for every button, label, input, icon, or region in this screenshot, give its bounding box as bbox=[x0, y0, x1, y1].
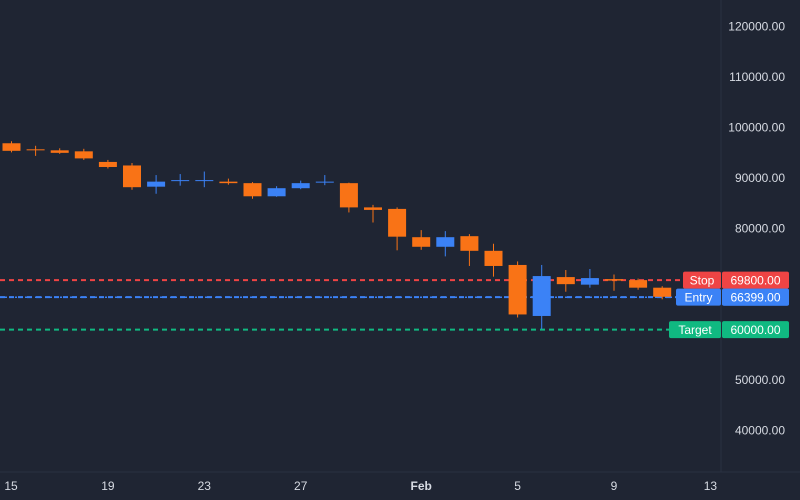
stop-tag-bg bbox=[683, 271, 721, 289]
candle-body[interactable] bbox=[147, 181, 166, 187]
y-tick-label: 80000.00 bbox=[735, 222, 785, 236]
candle-body[interactable] bbox=[653, 287, 672, 297]
x-tick-label: 9 bbox=[611, 479, 618, 493]
candle-body[interactable] bbox=[364, 207, 382, 210]
candle-body[interactable] bbox=[195, 180, 214, 182]
y-tick-label: 100000.00 bbox=[728, 121, 785, 135]
y-tick-label: 120000.00 bbox=[728, 20, 785, 34]
candle-body[interactable] bbox=[26, 149, 45, 151]
x-tick-label: Feb bbox=[411, 479, 432, 493]
candle-body[interactable] bbox=[315, 181, 334, 183]
candle-body[interactable] bbox=[74, 151, 93, 159]
x-tick-label: 19 bbox=[101, 479, 115, 493]
candle-body[interactable] bbox=[98, 161, 117, 167]
candle-body[interactable] bbox=[2, 143, 21, 151]
y-tick-label: 110000.00 bbox=[729, 70, 785, 84]
candle-body[interactable] bbox=[171, 180, 190, 182]
x-tick-label: 15 bbox=[4, 479, 18, 493]
x-tick-label: 23 bbox=[198, 479, 212, 493]
x-tick-label: 13 bbox=[704, 479, 718, 493]
candle-body[interactable] bbox=[339, 183, 358, 208]
stop-price-tag-bg bbox=[722, 271, 789, 289]
target-tag-bg bbox=[669, 321, 721, 339]
y-tick-label: 40000.00 bbox=[735, 424, 785, 438]
candle-body[interactable] bbox=[580, 278, 599, 285]
candle-body[interactable] bbox=[388, 208, 407, 237]
x-tick-label: 27 bbox=[294, 479, 308, 493]
candle-body[interactable] bbox=[629, 280, 648, 288]
candle-body[interactable] bbox=[484, 250, 503, 266]
candle-body[interactable] bbox=[291, 183, 310, 189]
candle-body[interactable] bbox=[267, 188, 286, 197]
target-price-tag: 60000.00 bbox=[730, 323, 780, 337]
target-price-tag-bg bbox=[722, 321, 789, 339]
candle-body[interactable] bbox=[508, 264, 527, 315]
candle-body[interactable] bbox=[556, 277, 575, 285]
candle-body[interactable] bbox=[219, 181, 238, 184]
candle-body[interactable] bbox=[412, 237, 431, 247]
candle-body[interactable] bbox=[436, 237, 455, 247]
y-tick-label: 90000.00 bbox=[735, 171, 785, 185]
stop-tag: Stop bbox=[690, 273, 715, 287]
last-price-tag-bg bbox=[722, 288, 789, 306]
x-tick-label: 5 bbox=[514, 479, 521, 493]
candle-body[interactable] bbox=[123, 165, 141, 188]
y-tick-label: 50000.00 bbox=[735, 373, 785, 387]
candle-body[interactable] bbox=[50, 150, 69, 153]
candle-body[interactable] bbox=[532, 276, 551, 316]
last-price-tag: 66399.00 bbox=[730, 291, 780, 305]
candle-body[interactable] bbox=[243, 183, 262, 197]
entry-tag-bg bbox=[676, 288, 721, 306]
target-tag: Target bbox=[678, 323, 712, 337]
candle-body[interactable] bbox=[460, 236, 479, 251]
candle-body[interactable] bbox=[605, 279, 623, 281]
entry-tag: Entry bbox=[684, 290, 712, 304]
stop-price-tag: 69800.00 bbox=[730, 273, 780, 287]
